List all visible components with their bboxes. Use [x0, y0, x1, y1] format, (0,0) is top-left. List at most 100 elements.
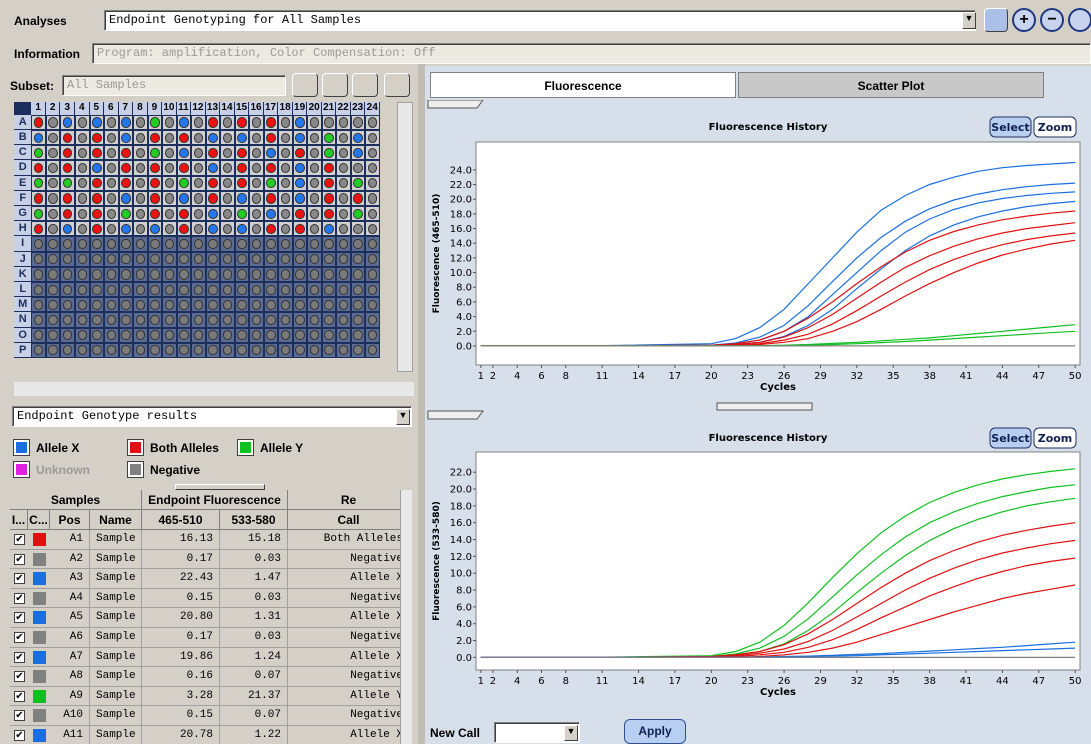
x-axis-label: Cycles [760, 382, 796, 393]
cell: Sample [90, 569, 142, 589]
splitter[interactable] [716, 402, 813, 411]
print-icon[interactable] [292, 73, 318, 97]
well-dot [222, 345, 233, 356]
well-dot [208, 117, 218, 128]
y-tick-label: 2.0 [456, 327, 472, 338]
well-dot [237, 284, 247, 295]
dropdown-arrow[interactable]: ▼ [396, 409, 410, 425]
y-tick-label: 20.0 [450, 485, 472, 496]
chart-button[interactable] [1033, 427, 1077, 449]
well-dot [324, 299, 334, 310]
column-label: 22 [336, 102, 351, 115]
edit-icon[interactable] [1068, 8, 1091, 32]
column-label: 20 [307, 102, 322, 115]
divider[interactable] [418, 64, 425, 744]
well-dot [193, 269, 204, 280]
well-dot [338, 223, 349, 234]
well-dot [222, 238, 233, 250]
chart-button[interactable] [989, 116, 1032, 138]
plate-scrollbar[interactable] [397, 102, 413, 372]
cell: A3 [50, 569, 90, 589]
well-dot [135, 132, 146, 143]
well-dot [266, 299, 276, 310]
well-dot [280, 330, 291, 341]
well-dot [164, 284, 175, 295]
well-dot [222, 178, 233, 189]
well-dot [92, 345, 102, 356]
x-tick-label: 14 [632, 371, 645, 382]
well-dot [179, 178, 189, 189]
well-dot [48, 254, 58, 265]
well-dot [164, 238, 175, 250]
chart-button-label: Zoom [1038, 432, 1073, 445]
cell: A9 [50, 686, 90, 707]
analyses-field[interactable]: Endpoint Genotyping for All Samples [104, 10, 976, 31]
row-label: P [14, 342, 32, 358]
results-dropdown[interactable]: Endpoint Genotype results [12, 406, 412, 427]
x-tick-label: 50 [1069, 676, 1082, 687]
tab[interactable]: Scatter Plot [738, 72, 1044, 98]
well-dot [266, 147, 276, 158]
zoom-out-icon[interactable] [384, 73, 410, 97]
cell: A6 [50, 628, 90, 648]
row-label: I [14, 236, 32, 252]
cell: Sample [90, 706, 142, 726]
column-label: 21 [321, 102, 337, 115]
dropdown-arrow[interactable]: ▼ [962, 12, 976, 29]
legend-swatch [13, 461, 30, 478]
well-dot [135, 208, 146, 219]
plate-hscroll[interactable] [14, 382, 414, 396]
zoom-icon[interactable] [322, 73, 348, 97]
cell: 1.24 [220, 647, 288, 668]
splitter[interactable] [175, 484, 265, 490]
chart-button[interactable] [1033, 116, 1077, 138]
well-dot [179, 147, 189, 158]
well-dot [353, 208, 363, 219]
subset-field[interactable]: All Samples [62, 75, 286, 96]
tab[interactable]: Fluorescence [430, 72, 736, 98]
cell: Allele X [288, 608, 410, 628]
chart-button[interactable] [989, 427, 1032, 449]
cell: 0.17 [142, 549, 220, 570]
column-label: 15 [234, 102, 250, 115]
well-dot [280, 223, 291, 234]
x-tick-label: 38 [923, 371, 936, 382]
cell: Negative [288, 706, 410, 726]
well-dot [251, 345, 262, 356]
well-dot [33, 238, 44, 250]
well-dot [48, 117, 58, 128]
cell: Allele X [288, 569, 410, 589]
row-label: E [14, 175, 32, 191]
apply-button[interactable]: Apply [624, 719, 686, 744]
y-axis-label: Fluorescence (533-580) [432, 501, 442, 621]
dropdown-arrow[interactable]: ▼ [564, 725, 578, 741]
well-dot [280, 314, 291, 326]
well-dot [237, 193, 247, 204]
well-dot [338, 208, 349, 219]
well-dot [237, 223, 247, 234]
x-tick-label: 14 [632, 676, 645, 687]
layout-icon[interactable] [984, 8, 1008, 32]
well-dot [48, 314, 58, 326]
column-label: 14 [220, 102, 235, 115]
column-label: 1 [31, 102, 46, 115]
checkbox: ✔ [14, 651, 25, 663]
well-dot [193, 345, 204, 356]
well-dot [179, 208, 189, 219]
remove-icon[interactable]: − [1040, 8, 1064, 32]
new-call-select[interactable] [494, 722, 580, 743]
zoom-in-icon[interactable] [352, 73, 378, 97]
x-axis-label: Cycles [760, 687, 796, 698]
y-tick-label: 20.0 [450, 195, 472, 206]
add-icon[interactable]: + [1012, 8, 1036, 32]
table-scrollbar[interactable] [400, 490, 412, 744]
well-dot [179, 269, 189, 280]
cell: A2 [50, 549, 90, 570]
cell: Allele X [288, 647, 410, 668]
column-label: 18 [278, 102, 293, 115]
well-dot [309, 132, 320, 143]
x-tick-label: 20 [705, 371, 718, 382]
well-dot [280, 193, 291, 204]
well-dot [353, 269, 363, 280]
